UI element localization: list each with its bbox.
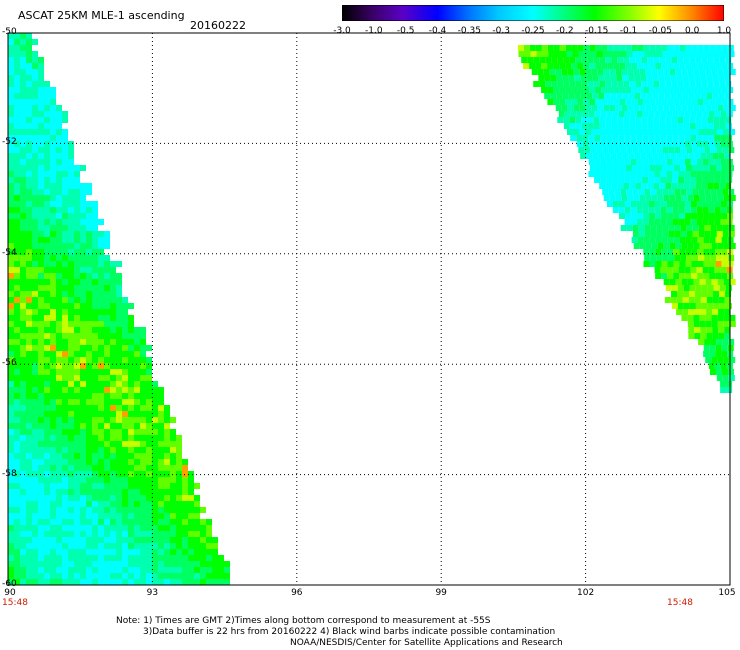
note-line-1: Note: 1) Times are GMT 2)Times along bot… <box>116 616 491 626</box>
colorbar-label: -0.4 <box>428 26 447 36</box>
colorbar <box>342 5 724 21</box>
lat-label: -52 <box>2 137 17 148</box>
map-date: 20160222 <box>190 19 246 32</box>
lat-label: -54 <box>2 247 17 258</box>
lat-label: -50 <box>2 27 17 37</box>
colorbar-label: 0.0 <box>684 26 700 36</box>
colorbar-label: -0.3 <box>492 26 510 36</box>
colorbar-label: -0.25 <box>521 26 545 36</box>
note-line-3: NOAA/NESDIS/Center for Satellite Applica… <box>290 638 563 648</box>
colorbar-label: 1.0 <box>716 26 732 36</box>
plot-frame <box>7 32 731 586</box>
lon-label: 105 <box>718 588 736 598</box>
colorbar-label: -0.05 <box>648 26 672 36</box>
note-line-2: 3)Data buffer is 22 hrs from 20160222 4)… <box>143 627 556 637</box>
time-right: 15:48 <box>667 598 693 608</box>
colorbar-label: -0.2 <box>556 26 574 36</box>
lat-label: -56 <box>2 358 17 369</box>
colorbar-label: -0.35 <box>457 26 481 36</box>
lon-label: 93 <box>146 588 159 598</box>
colorbar-label: -0.5 <box>396 26 415 36</box>
colorbar-label: -3.0 <box>333 26 351 36</box>
lat-label: -58 <box>2 468 17 479</box>
swath-cells <box>8 33 736 585</box>
colorbar-label: -1.0 <box>365 26 383 36</box>
lon-label: 99 <box>435 588 447 598</box>
lon-label: 96 <box>291 588 303 598</box>
map-title: ASCAT 25KM MLE-1 ascending <box>18 9 185 22</box>
lon-label: 90 <box>4 588 16 598</box>
lon-label: 102 <box>577 588 595 598</box>
colorbar-label: -0.15 <box>585 26 609 36</box>
colorbar-labels: -3.0 -1.0 -0.5 -0.4 -0.35 -0.3 -0.25 -0.2 -0.15-… <box>330 26 740 38</box>
time-left: 15:48 <box>2 598 28 608</box>
colorbar-label: -0.1 <box>619 26 638 36</box>
lat-label: -60 <box>2 579 17 589</box>
